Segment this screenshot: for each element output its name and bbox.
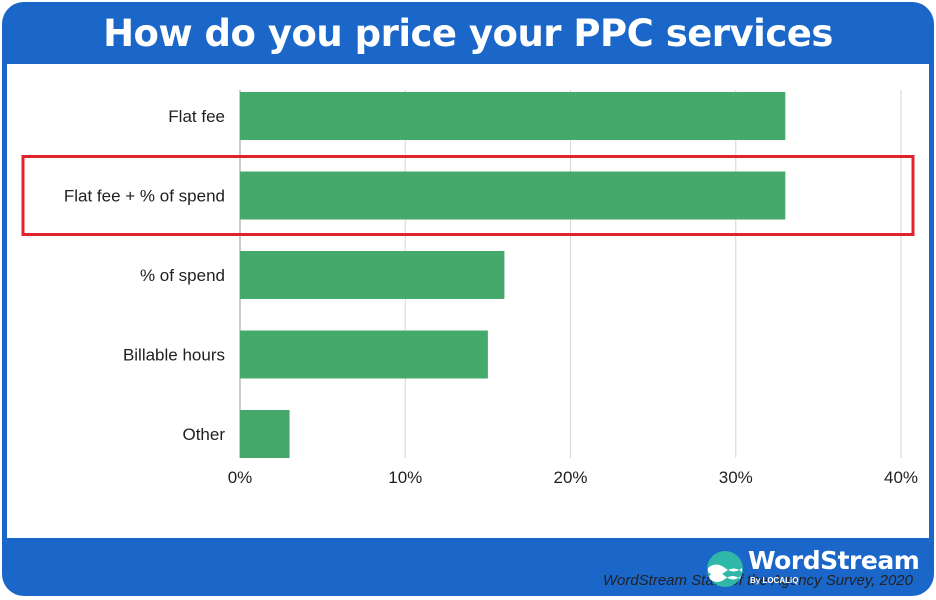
category-label: Flat fee bbox=[168, 107, 225, 126]
bar-chart: Flat fee Flat fee + % of spend % of spend B… bbox=[21, 90, 918, 487]
wordstream-logo: WordStream By LOCALiQ bbox=[706, 546, 921, 592]
brand-name: WordStream bbox=[748, 546, 920, 575]
x-tick-label: 10% bbox=[388, 468, 422, 487]
x-tick-label: 0% bbox=[228, 468, 253, 487]
x-tick-label: 30% bbox=[719, 468, 753, 487]
category-label: Other bbox=[182, 425, 225, 444]
category-label: Billable hours bbox=[123, 346, 225, 365]
bar-3 bbox=[240, 330, 488, 379]
category-label: % of spend bbox=[140, 266, 225, 285]
x-tick-label: 20% bbox=[553, 468, 587, 487]
highlight-box bbox=[21, 155, 915, 236]
bar-2 bbox=[240, 251, 505, 299]
bar-4 bbox=[240, 410, 290, 458]
brand-tagline: By LOCALiQ bbox=[750, 576, 799, 585]
bar-1 bbox=[240, 171, 786, 220]
category-label: Flat fee + % of spend bbox=[64, 187, 225, 206]
x-tick-label: 40% bbox=[884, 468, 918, 487]
chart-panel: Flat fee Flat fee + % of spend % of spend B… bbox=[7, 64, 929, 589]
chart-title: How do you price your PPC services bbox=[103, 12, 833, 55]
wave-icon bbox=[707, 551, 743, 587]
bar-0 bbox=[240, 92, 786, 140]
source-note: WordStream State of the Agency Survey, 2… bbox=[602, 572, 913, 589]
